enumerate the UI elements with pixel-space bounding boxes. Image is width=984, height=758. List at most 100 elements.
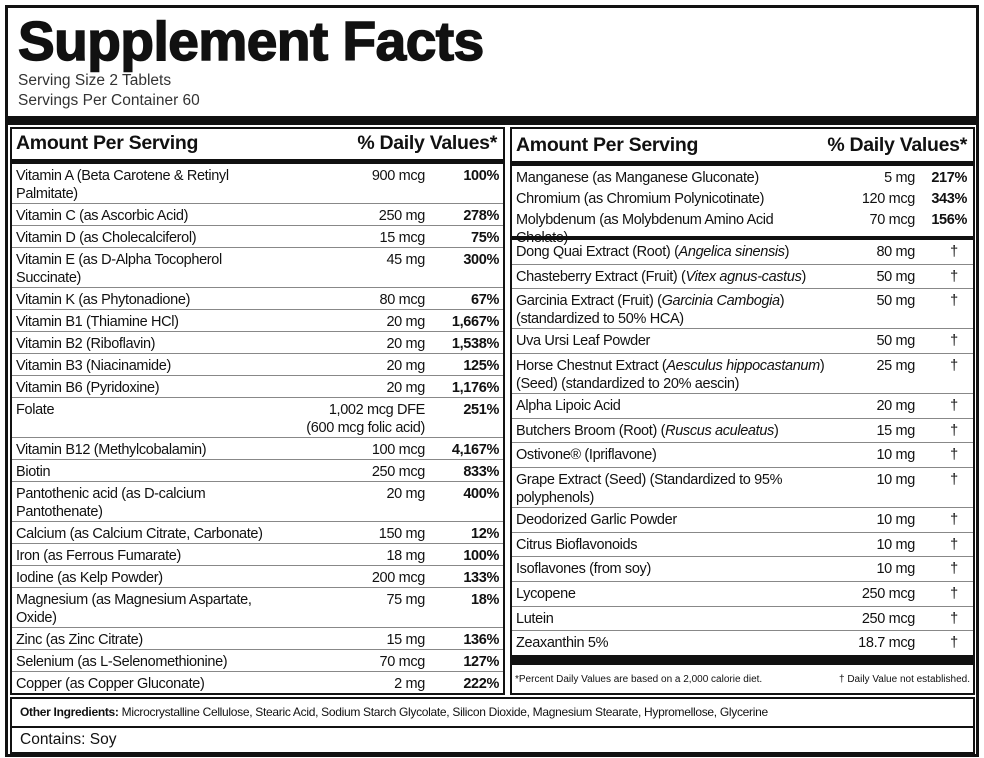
amount-text: 45 mg [386, 252, 425, 268]
amount-text: 10 mg [876, 561, 915, 578]
row: Zinc (as Zinc Citrate) 15 mg 136% [12, 628, 503, 650]
amount: 50 mg [825, 332, 915, 350]
row: Molybdenum (as Molybdenum Amino Acid Che… [512, 208, 973, 247]
ingredient-name: Butchers Broom (Root) (Ruscus aculeatus) [512, 422, 825, 440]
name-part: ) [784, 244, 790, 260]
row: Ostivone® (Ipriflavone) 10 mg † [512, 443, 973, 469]
amount: 50 mg [825, 268, 915, 286]
daily-value: 136% [463, 632, 499, 648]
name-line-2: (standardized to 50% HCA) [516, 311, 684, 328]
daily-value: 127% [463, 654, 499, 670]
ingredient-name: Chasteberry Extract (Fruit) (Vitex agnus… [512, 268, 825, 286]
amount-text: 80 mg [876, 244, 915, 260]
other-ingredients: Other Ingredients: Microcrystalline Cell… [10, 697, 975, 728]
daily-value: 100% [463, 548, 499, 564]
amount: 150 mg [280, 525, 426, 543]
column-header: % Daily Values* [827, 134, 967, 156]
daily-value: 18% [471, 592, 499, 608]
ingredient-name: Grape Extract (Seed) (Standardized to 95… [516, 472, 783, 507]
title: Supplement Facts [17, 9, 485, 73]
ingredient-name: Selenium (as L-Selenomethionine) [16, 654, 228, 670]
ingredient-name: Uva Ursi Leaf Powder [516, 333, 651, 350]
ingredient-rows: Dong Quai Extract (Root) (Angelica sinen… [512, 240, 973, 655]
amount-text: 20 mg [876, 398, 915, 415]
amount: 10 mg [825, 536, 915, 554]
ingredient-name: Manganese (as Manganese Gluconate) [516, 170, 759, 186]
ingredient-name: Pantothenic acid (as D-calcium Pantothen… [16, 486, 206, 520]
row: Citrus Bioflavonoids 10 mg † [512, 533, 973, 558]
amount-line-2: (600 mcg folic acid) [306, 420, 425, 436]
amount-text: 100 mcg [371, 442, 426, 458]
row: Vitamin A (Beta Carotene & Retinyl Palmi… [12, 164, 503, 204]
amount: 75 mg [280, 591, 425, 609]
daily-value: 1,176% [451, 380, 499, 396]
daily-value: 222% [463, 676, 499, 692]
daily-value: † [950, 472, 958, 489]
name-part: ) [801, 268, 806, 285]
daily-value: 217% [931, 170, 967, 186]
amount-text: 20 mg [386, 380, 425, 396]
ingredient-name: Vitamin A (Beta Carotene & Retinyl Palmi… [16, 168, 229, 202]
row: Manganese (as Manganese Gluconate) 5 mg 21… [512, 166, 973, 187]
amount: 20 mg [280, 313, 425, 331]
amount: 10 mg [825, 511, 915, 529]
row: Deodorized Garlic Powder 10 mg † [512, 508, 973, 533]
row: Dong Quai Extract (Root) (Angelica sinen… [512, 240, 973, 265]
ingredient-name: Vitamin B1 (Thiamine HCl) [16, 314, 179, 330]
ingredient-name: Folate [16, 402, 55, 418]
ingredient-name: Horse Chestnut Extract (Aesculus hippoca… [512, 357, 825, 393]
amount-text: 10 mg [876, 447, 915, 464]
row: Horse Chestnut Extract (Aesculus hippoca… [512, 354, 973, 395]
row: Vitamin C (as Ascorbic Acid) 250 mg 278% [12, 204, 503, 226]
daily-value: 1,538% [451, 336, 499, 352]
ingredient-name: Iodine (as Kelp Powder) [16, 570, 163, 586]
ingredient-name: Citrus Bioflavonoids [516, 536, 638, 553]
row: Calcium (as Calcium Citrate, Carbonate) 1… [12, 522, 503, 544]
ingredient-name: Ostivone® (Ipriflavone) [516, 447, 657, 464]
amount: 10 mg [825, 471, 915, 489]
name-part: Garcinia Extract (Fruit) ( [516, 293, 662, 310]
amount: 80 mg [825, 243, 915, 261]
amount: 200 mcg [280, 569, 426, 587]
row: Vitamin D (as Cholecalciferol) 15 mcg 75% [12, 226, 503, 248]
daily-value: † [950, 512, 958, 529]
ingredient-name: Chromium (as Chromium Polynicotinate) [516, 191, 765, 207]
daily-value: 67% [471, 292, 499, 308]
amount: 25 mg [825, 357, 915, 375]
amount-text: 900 mcg [371, 168, 426, 184]
ingredient-name: Vitamin K (as Phytonadione) [16, 292, 191, 308]
ingredient-name: Vitamin E (as D-Alpha Tocopherol Succina… [16, 252, 222, 286]
ingredient-name: Calcium (as Calcium Citrate, Carbonate) [16, 526, 263, 542]
divider-bar [512, 655, 973, 665]
amount-text: 15 mg [876, 422, 915, 439]
row: Uva Ursi Leaf Powder 50 mg † [512, 329, 973, 355]
serving-size: Serving Size 2 Tablets [18, 72, 172, 89]
ingredient-name: Lutein [516, 610, 554, 627]
amount: 18 mg [280, 547, 425, 565]
name-part: Angelica sinensis [678, 244, 785, 260]
row: Copper (as Copper Gluconate) 2 mg 222% [12, 672, 503, 693]
amount: 10 mg [825, 560, 915, 578]
amount-text: 120 mcg [861, 191, 916, 207]
name-part: Vitex agnus-castus [685, 268, 802, 285]
ingredient-name: Vitamin C (as Ascorbic Acid) [16, 208, 189, 224]
ingredient-name: Lycopene [516, 586, 576, 603]
amount: 80 mcg [280, 291, 426, 309]
daily-value: 100% [463, 168, 499, 184]
row: Folate 1,002 mcg DFE (600 mcg folic acid) 2… [12, 398, 503, 438]
amount-text: 50 mg [876, 268, 915, 285]
amount: 5 mg [825, 169, 915, 187]
amount: 50 mg [825, 292, 915, 310]
daily-value: † [950, 447, 958, 464]
row: Vitamin K (as Phytonadione) 80 mcg 67% [12, 288, 503, 310]
amount-text: 70 mcg [869, 212, 916, 228]
ingredient-name: Vitamin D (as Cholecalciferol) [16, 230, 197, 246]
amount: 70 mcg [825, 211, 916, 229]
amount: 1,002 mcg DFE (600 mcg folic acid) [280, 401, 425, 437]
amount: 20 mg [280, 485, 425, 503]
row: Pantothenic acid (as D-calcium Pantothen… [12, 482, 503, 522]
amount-text: 20 mg [386, 314, 425, 330]
amount-text: 150 mg [378, 526, 426, 542]
amount-text: 250 mg [378, 208, 426, 224]
amount-text: 75 mg [386, 592, 425, 608]
